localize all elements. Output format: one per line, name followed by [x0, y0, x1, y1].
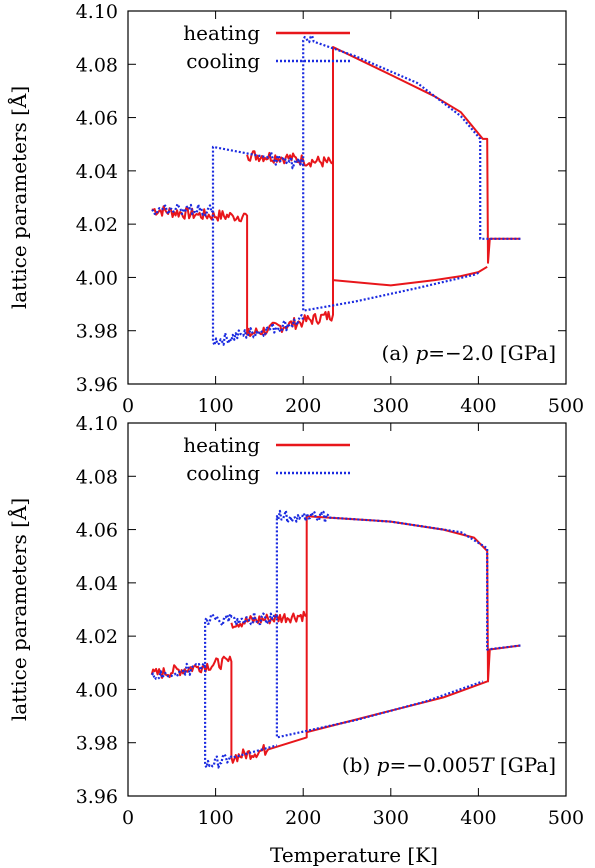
y-tick-label: 3.96 [76, 374, 118, 396]
x-tick-label: 200 [285, 807, 321, 829]
y-tick-label: 3.98 [76, 733, 118, 755]
y-tick-label: 4.02 [76, 626, 118, 648]
y-tick-label: 4.10 [76, 1, 118, 23]
series-heating-line [246, 150, 334, 168]
x-tick-label: 500 [548, 395, 584, 417]
x-tick-label: 300 [373, 395, 409, 417]
series-heating-line [230, 610, 308, 629]
x-tick-label: 0 [122, 807, 134, 829]
y-tick-label: 4.06 [76, 520, 118, 542]
x-tick-label: 0 [122, 395, 134, 417]
series-cooling-line [150, 662, 207, 681]
y-tick-label: 3.96 [76, 786, 118, 808]
x-tick-label: 300 [373, 807, 409, 829]
x-tick-label: 200 [285, 395, 321, 417]
plot-frame [127, 422, 567, 797]
y-axis-label: lattice parameters [Å] [6, 498, 31, 721]
plot-frame [127, 10, 567, 385]
x-tick-label: 400 [460, 807, 496, 829]
x-axis-label: Temperature [K] [270, 843, 438, 867]
y-tick-label: 4.08 [76, 466, 118, 488]
panel-b: 0 100 200 300 400 500 3.96 3.98 4.00 4.02 4.04 4.06… [6, 413, 584, 829]
series-cooling-line [204, 611, 278, 769]
series-heating-line [332, 265, 488, 287]
legend-label-heating: heating [183, 21, 260, 45]
series-heating-line [150, 515, 521, 764]
panel-annotation: (a) p=−2.0 [GPa] [382, 341, 556, 365]
x-tick-label: 100 [197, 395, 233, 417]
x-tick-label: 400 [460, 395, 496, 417]
y-tick-label: 4.04 [76, 573, 118, 595]
series-cooling-line [150, 202, 214, 217]
panel-a: 0 100 200 300 400 500 3.96 3.98 4.00 4.02 4.04 4.06… [6, 1, 584, 417]
y-tick-label: 4.08 [76, 54, 118, 76]
legend-label-cooling: cooling [186, 461, 260, 485]
x-tick-label: 100 [197, 807, 233, 829]
legend-label-cooling: cooling [186, 49, 260, 73]
x-tick-label: 500 [548, 807, 584, 829]
series-cooling-line [302, 34, 521, 312]
series-cooling-line [275, 509, 521, 739]
legend-label-heating: heating [183, 433, 260, 457]
y-tick-label: 4.06 [76, 108, 118, 130]
y-tick-label: 4.10 [76, 413, 118, 435]
y-tick-label: 4.00 [76, 267, 118, 289]
y-axis-label: lattice parameters [Å] [6, 86, 31, 309]
y-tick-label: 4.00 [76, 679, 118, 701]
series-heating-line [151, 46, 521, 337]
series-cooling-line [211, 145, 305, 347]
y-tick-label: 4.02 [76, 214, 118, 236]
y-tick-label: 4.04 [76, 161, 118, 183]
y-tick-label: 3.98 [76, 321, 118, 343]
panel-annotation: (b) p=−0.005T [GPa] [342, 753, 556, 777]
